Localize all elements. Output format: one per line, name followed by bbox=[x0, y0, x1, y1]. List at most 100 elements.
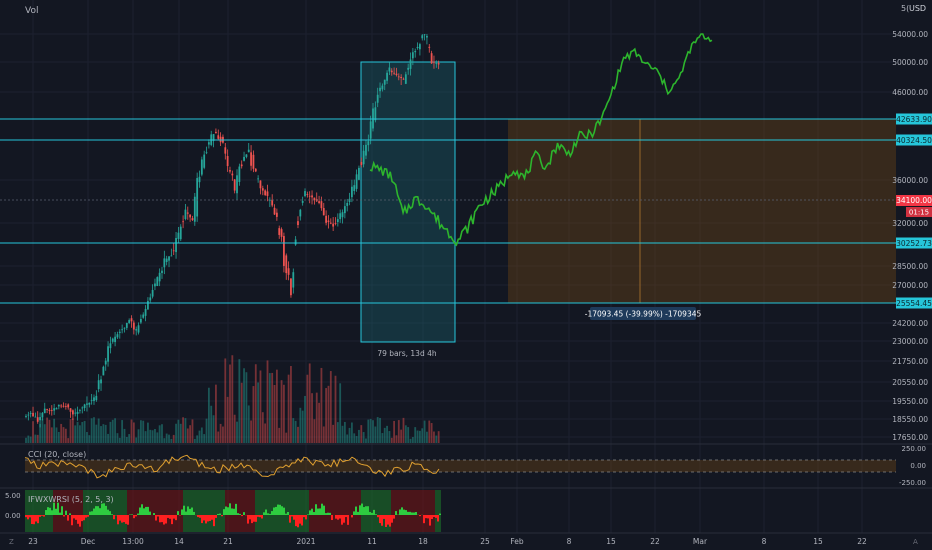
candle-body bbox=[243, 156, 245, 161]
ifwx-band bbox=[43, 490, 45, 532]
ifwx-band bbox=[169, 490, 171, 532]
ifwx-band bbox=[415, 490, 417, 532]
candle-body bbox=[411, 52, 414, 59]
ifwx-bar bbox=[425, 515, 427, 519]
ifwx-bar bbox=[139, 507, 141, 515]
ifwx-bar bbox=[257, 515, 259, 517]
ifwx-bar bbox=[301, 515, 303, 526]
price-axis[interactable]: 54000.00 50000.00 46000.00 36000.00 32000.00… bbox=[892, 30, 928, 442]
ifwx-band bbox=[77, 490, 79, 532]
candle-body bbox=[62, 405, 65, 407]
volume-bar bbox=[161, 424, 163, 443]
ifwx-band bbox=[153, 490, 155, 532]
candle-body bbox=[402, 78, 405, 80]
candle-body bbox=[224, 147, 227, 154]
volume-bar bbox=[383, 427, 386, 443]
ifwx-bar bbox=[51, 510, 53, 515]
ifwx-band bbox=[85, 490, 87, 532]
timezone-button[interactable]: Z bbox=[9, 538, 14, 546]
ifwx-bar bbox=[67, 515, 69, 521]
ifwx-band bbox=[429, 490, 431, 532]
ifwx-bar bbox=[249, 515, 251, 520]
ifwx-bar bbox=[79, 515, 81, 527]
volume-bar bbox=[358, 429, 360, 443]
ifwx-bar bbox=[297, 515, 299, 528]
ifwx-bar bbox=[75, 515, 77, 520]
ifwx-bar bbox=[393, 515, 395, 519]
candle-body bbox=[426, 35, 428, 38]
candle-body bbox=[351, 186, 353, 198]
cci-title[interactable]: CCI (20, close) bbox=[28, 450, 86, 459]
ifwx-band bbox=[433, 490, 435, 532]
volume-bar bbox=[67, 438, 70, 443]
candle-body bbox=[27, 414, 30, 416]
ifwx-bar bbox=[109, 511, 111, 515]
ifwx-bar bbox=[339, 515, 341, 519]
volume-bar bbox=[107, 433, 109, 443]
candle-body bbox=[395, 73, 398, 76]
auto-scale-button[interactable]: A bbox=[913, 538, 918, 546]
ifwx-bar bbox=[277, 504, 279, 515]
candle-body bbox=[372, 108, 374, 129]
ifwx-band bbox=[201, 490, 203, 532]
ifwx-band bbox=[171, 490, 173, 532]
ifwx-bar bbox=[77, 515, 79, 524]
candle-body bbox=[170, 255, 173, 257]
candle-body bbox=[318, 201, 320, 204]
candle-body bbox=[74, 412, 77, 414]
ifwx-band bbox=[185, 490, 187, 532]
ifwx-band bbox=[385, 490, 387, 532]
candle-body bbox=[71, 410, 74, 415]
price-levels[interactable] bbox=[0, 118, 896, 304]
ifwx-band bbox=[125, 490, 127, 532]
ifwx-bar bbox=[265, 509, 267, 515]
ifwx-band bbox=[421, 490, 423, 532]
ifwx-bar bbox=[157, 515, 159, 517]
ifwx-band bbox=[123, 490, 125, 532]
measure-box[interactable] bbox=[508, 119, 896, 303]
ifwx-bar bbox=[273, 507, 275, 515]
volume-bar bbox=[294, 420, 297, 443]
volume-bar bbox=[348, 427, 351, 443]
candle-body bbox=[107, 346, 109, 362]
volume-bar bbox=[264, 423, 267, 443]
ifwx-title[interactable]: IFWXWRSI (5, 2, 5, 3) bbox=[28, 495, 114, 504]
time-axis[interactable]: 23 Dec 13:00 14 21 2021 11 18 25 Feb 8 15 22 Mar 8 15 22 bbox=[28, 537, 867, 546]
currency-label[interactable]: USD bbox=[909, 4, 926, 13]
ifwx-bar bbox=[199, 515, 201, 518]
ifwx-band bbox=[205, 490, 207, 532]
volume-bar bbox=[374, 426, 377, 443]
ifwx-bar bbox=[143, 508, 145, 515]
candle-body bbox=[388, 67, 391, 72]
price-tick-label: 32000.00 bbox=[892, 219, 928, 228]
candle-body bbox=[261, 188, 264, 191]
ifwx-band bbox=[339, 490, 341, 532]
ifwx-bar bbox=[347, 515, 349, 525]
ifwx-band bbox=[383, 490, 385, 532]
candle-body bbox=[114, 336, 116, 343]
time-tick-label: 2021 bbox=[296, 537, 315, 546]
volume-bar bbox=[217, 431, 220, 443]
time-range-highlight[interactable] bbox=[360, 61, 456, 343]
ifwx-bar bbox=[165, 515, 167, 524]
candle-body bbox=[130, 318, 133, 322]
ifwx-bar bbox=[369, 511, 371, 515]
ifwx-bar bbox=[95, 506, 97, 515]
ifwx-bar bbox=[235, 503, 237, 515]
ifwx-band bbox=[25, 490, 27, 532]
ifwx-band bbox=[351, 490, 353, 532]
time-tick-label: 18 bbox=[418, 537, 428, 546]
ifwx-bar bbox=[203, 515, 205, 521]
ifwx-bar bbox=[137, 513, 139, 515]
ifwx-bar bbox=[327, 512, 329, 515]
volume-bar bbox=[205, 418, 208, 443]
ifwx-bar bbox=[331, 515, 333, 521]
ifwx-band bbox=[435, 490, 437, 532]
ifwx-bar bbox=[149, 511, 151, 515]
volume-bar bbox=[123, 428, 126, 443]
candle-body bbox=[245, 154, 248, 157]
ifwx-bar bbox=[83, 515, 85, 521]
ifwx-band bbox=[63, 490, 65, 532]
